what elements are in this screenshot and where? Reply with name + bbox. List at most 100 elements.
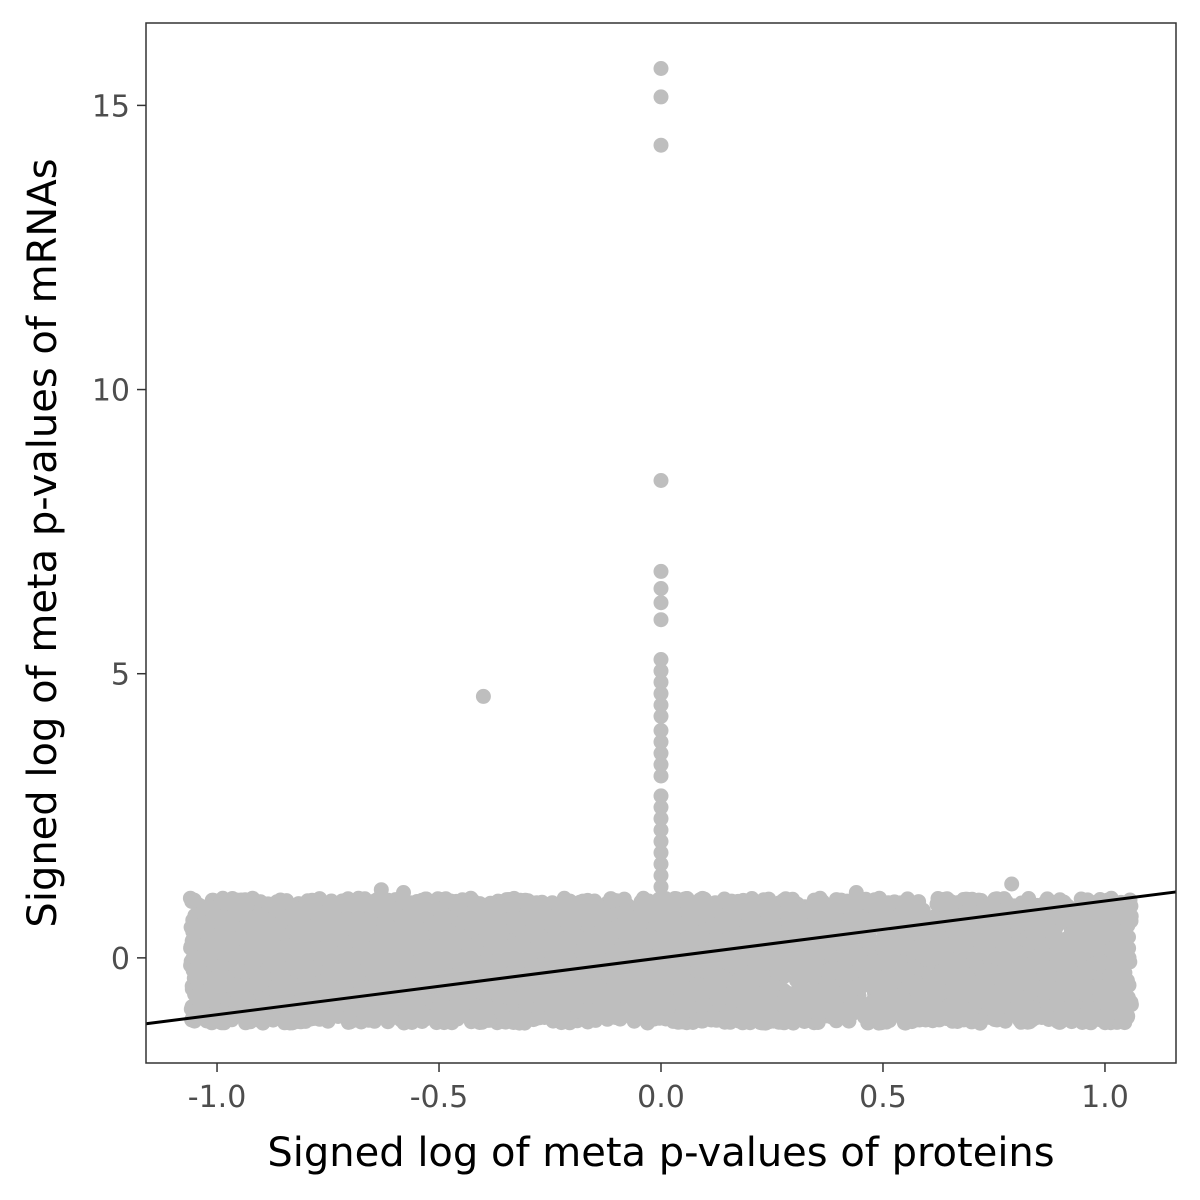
data-point bbox=[979, 898, 995, 914]
data-point bbox=[999, 943, 1015, 959]
data-point bbox=[323, 893, 339, 909]
data-point bbox=[878, 1014, 894, 1030]
data-point bbox=[822, 961, 838, 977]
data-point bbox=[1066, 942, 1082, 958]
data-point bbox=[542, 955, 558, 971]
data-point bbox=[909, 907, 925, 922]
data-point bbox=[227, 994, 243, 1010]
data-point bbox=[254, 967, 270, 983]
data-point bbox=[1102, 942, 1118, 958]
data-point bbox=[439, 1009, 455, 1025]
data-point bbox=[222, 977, 238, 993]
data-point bbox=[330, 1009, 346, 1024]
data-point bbox=[811, 1013, 826, 1029]
data-point bbox=[455, 892, 471, 908]
data-point bbox=[975, 971, 991, 987]
data-point bbox=[415, 928, 431, 943]
data-point bbox=[733, 1005, 749, 1021]
data-point bbox=[303, 902, 319, 918]
data-point bbox=[843, 923, 858, 939]
data-point bbox=[636, 901, 652, 917]
data-point bbox=[829, 901, 845, 917]
data-point bbox=[481, 1012, 497, 1028]
data-point bbox=[347, 961, 363, 977]
data-point bbox=[238, 933, 254, 949]
data-point bbox=[1089, 955, 1105, 971]
data-point bbox=[621, 1005, 637, 1021]
data-point bbox=[1123, 995, 1139, 1011]
data-point bbox=[898, 940, 914, 956]
data-point bbox=[596, 981, 612, 996]
data-point bbox=[697, 996, 713, 1012]
data-point bbox=[710, 955, 726, 970]
data-point bbox=[335, 994, 351, 1009]
data-point bbox=[723, 934, 739, 950]
data-point bbox=[787, 918, 803, 934]
data-point bbox=[777, 1001, 793, 1017]
data-point bbox=[749, 1000, 765, 1016]
data-point bbox=[495, 945, 511, 961]
data-point bbox=[655, 983, 670, 999]
data-point bbox=[468, 999, 484, 1014]
data-point bbox=[1051, 945, 1067, 961]
data-point bbox=[908, 982, 924, 997]
data-point bbox=[722, 1004, 738, 1020]
data-point bbox=[512, 922, 527, 938]
data-point bbox=[665, 942, 681, 957]
data-point bbox=[592, 919, 608, 935]
data-point bbox=[737, 924, 753, 939]
data-point bbox=[506, 936, 522, 952]
data-point bbox=[781, 906, 797, 922]
data-point bbox=[941, 938, 957, 954]
data-point bbox=[810, 962, 826, 977]
data-point bbox=[270, 955, 286, 971]
data-point bbox=[796, 1004, 812, 1020]
data-point bbox=[1001, 987, 1017, 1003]
data-point bbox=[248, 979, 264, 995]
data-point bbox=[854, 958, 869, 974]
data-point bbox=[201, 898, 217, 914]
data-point bbox=[449, 954, 464, 970]
data-point bbox=[1104, 966, 1120, 982]
data-point bbox=[1051, 998, 1067, 1014]
data-point bbox=[503, 898, 519, 914]
data-point-cloud bbox=[183, 890, 1139, 1031]
data-point bbox=[834, 969, 850, 985]
data-point bbox=[928, 924, 944, 940]
data-point bbox=[596, 905, 612, 921]
data-point bbox=[997, 926, 1013, 941]
data-point bbox=[333, 960, 349, 976]
data-point bbox=[415, 989, 431, 1005]
data-point bbox=[583, 945, 599, 960]
data-point bbox=[583, 930, 599, 946]
data-point bbox=[944, 919, 960, 935]
data-point bbox=[788, 993, 804, 1009]
data-point bbox=[375, 927, 391, 943]
data-point bbox=[358, 980, 374, 996]
data-point bbox=[550, 994, 566, 1010]
data-point bbox=[1048, 933, 1064, 949]
data-point bbox=[837, 953, 853, 969]
data-point bbox=[381, 958, 397, 974]
data-point bbox=[840, 1009, 855, 1025]
data-point bbox=[728, 984, 744, 1000]
data-point bbox=[463, 1014, 479, 1030]
data-point bbox=[666, 1012, 682, 1028]
data-point bbox=[428, 900, 444, 916]
data-point bbox=[426, 915, 441, 931]
data-point bbox=[928, 941, 944, 957]
data-point bbox=[570, 1001, 585, 1016]
data-point bbox=[431, 991, 447, 1007]
data-point bbox=[389, 946, 405, 962]
data-point bbox=[689, 902, 705, 917]
data-point bbox=[1112, 907, 1128, 923]
data-point bbox=[414, 1012, 430, 1028]
data-point bbox=[1123, 908, 1139, 924]
data-point bbox=[297, 987, 313, 1003]
data-point bbox=[273, 941, 289, 957]
data-point bbox=[755, 954, 771, 970]
data-point bbox=[616, 891, 632, 907]
data-point bbox=[897, 1015, 913, 1031]
data-point bbox=[992, 999, 1008, 1015]
